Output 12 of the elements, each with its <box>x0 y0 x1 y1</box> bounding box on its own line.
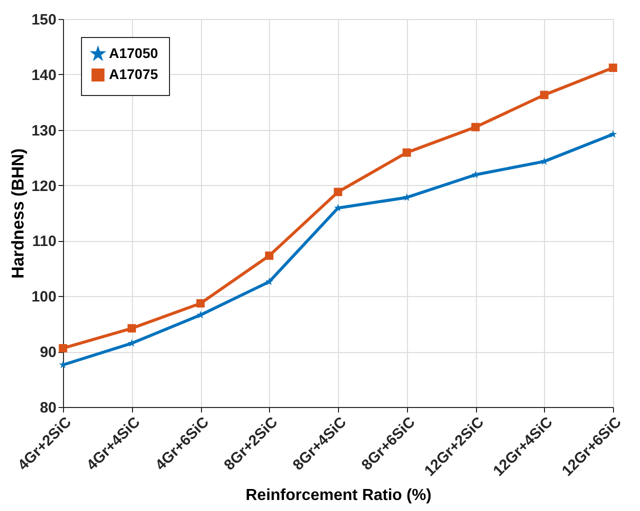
y-tick-label: 100 <box>31 288 56 306</box>
legend-label: A17050 <box>109 45 158 61</box>
legend-label: A17075 <box>109 66 158 82</box>
y-tick-label: 110 <box>32 233 56 250</box>
y-tick-label: 150 <box>31 12 56 28</box>
x-axis-title: Reinforcement Ratio (%) <box>246 487 432 504</box>
y-tick-label: 140 <box>31 66 56 84</box>
y-tick-label: 80 <box>40 400 56 416</box>
y-tick-label: 90 <box>40 344 56 362</box>
y-axis-title: Hardness (BHN) <box>8 148 28 279</box>
y-tick-label: 120 <box>31 178 56 195</box>
y-tick-label: 130 <box>31 122 56 140</box>
